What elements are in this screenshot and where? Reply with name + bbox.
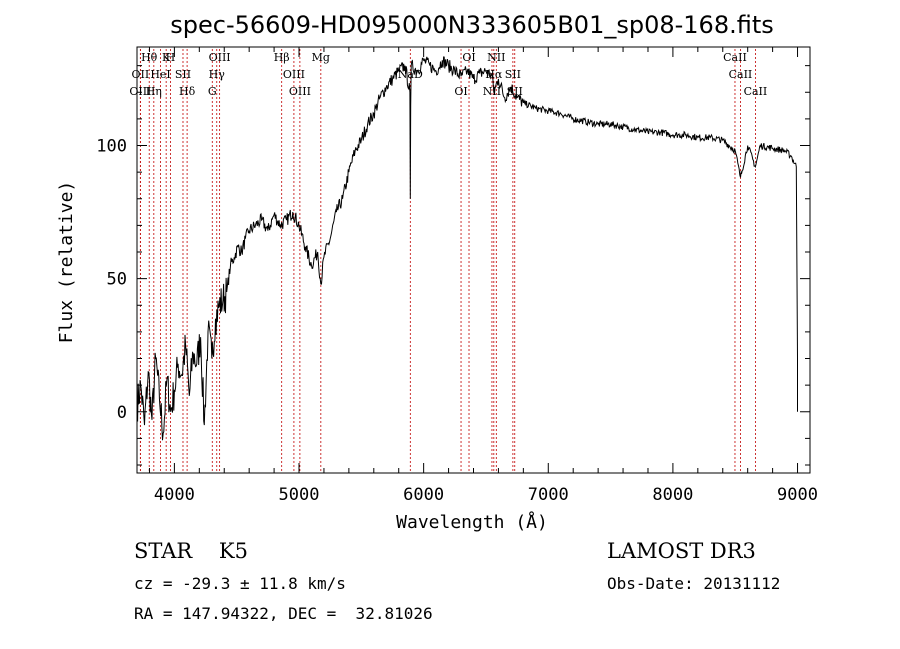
line-marker-label: H [166, 51, 176, 64]
x-tick-label: 7000 [528, 485, 569, 505]
line-marker-label: OIII [289, 85, 311, 98]
plot-frame [136, 46, 811, 474]
line-marker-label: Hθ [141, 51, 158, 64]
redshift-info: cz = -29.3 ± 11.8 km/s [134, 574, 346, 593]
y-tick-label: 0 [117, 403, 127, 423]
object-class: STAR K5 [134, 539, 248, 563]
series-line-flux [136, 56, 798, 441]
line-marker-label: Hβ [274, 51, 290, 64]
line-marker-label: CaII [723, 51, 747, 64]
line-marker-label: OI [462, 51, 475, 64]
line-marker-label: SII [175, 68, 191, 81]
line-marker-label: OIII [129, 85, 151, 98]
coordinates: RA = 147.94322, DEC = 32.81026 [134, 604, 433, 623]
x-tick-label: 9000 [777, 485, 818, 505]
line-marker-label: Hη [146, 85, 162, 98]
x-tick-label: 4000 [154, 485, 195, 505]
obs-date: Obs-Date: 20131112 [607, 574, 781, 593]
survey-name: LAMOST DR3 [607, 539, 756, 563]
line-marker-label: OI [454, 85, 467, 98]
line-marker-label: NII [483, 85, 501, 98]
line-marker-label: CaII [729, 68, 753, 81]
line-marker-label: G [208, 85, 217, 98]
line-marker-label: HeI [150, 68, 170, 81]
line-marker-label: OII [132, 68, 150, 81]
line-marker-label: NaD [398, 68, 423, 81]
line-marker-label: K [162, 51, 171, 64]
line-marker-label: Mg [312, 51, 330, 64]
chart-title: spec-56609-HD095000N333605B01_sp08-168.f… [170, 11, 774, 39]
line-marker-label: Hδ [179, 85, 196, 98]
line-marker-label: Hγ [209, 68, 226, 81]
line-marker-label: OIII [283, 68, 305, 81]
line-marker-labels: Hθ OII OIII K HeI Hη H SII Hδ OIII Hγ G Hβ OIII OIII Mg… [129, 51, 767, 98]
line-marker-label: OIII [209, 51, 231, 64]
line-marker-label: NII [487, 51, 505, 64]
line-marker-label: CaII [744, 85, 768, 98]
x-tick-label: 8000 [652, 485, 693, 505]
x-tick-label: 6000 [403, 485, 444, 505]
x-axis-label: Wavelength (Å) [396, 511, 548, 533]
y-tick-label: 100 [96, 137, 127, 157]
y-axis-ticks: 0 50 100 [96, 65, 810, 466]
y-tick-label: 50 [107, 270, 127, 290]
x-axis-ticks: 4000 5000 6000 7000 8000 9000 [148, 47, 818, 505]
line-marker-label: SII [505, 68, 521, 81]
y-axis-label: Flux (relative) [56, 181, 77, 344]
x-tick-label: 5000 [279, 485, 320, 505]
